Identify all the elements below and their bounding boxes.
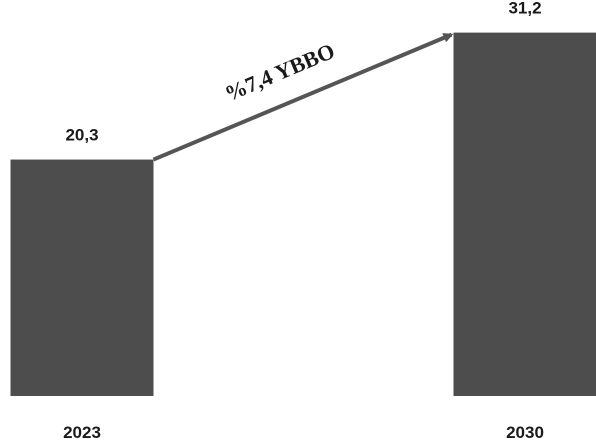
bar-2030 <box>453 32 596 397</box>
growth-arrow-layer <box>152 32 454 162</box>
growth-annotation-label: %7,4 YBBO <box>221 38 338 106</box>
category-label-2030: 2030 <box>506 423 544 441</box>
category-label-2023: 2023 <box>63 423 101 441</box>
value-label-2030: 31,2 <box>508 0 541 18</box>
growth-arrow <box>152 32 454 162</box>
value-label-2023: 20,3 <box>65 126 98 145</box>
bar-2023 <box>10 159 154 396</box>
bars-layer <box>10 32 596 397</box>
